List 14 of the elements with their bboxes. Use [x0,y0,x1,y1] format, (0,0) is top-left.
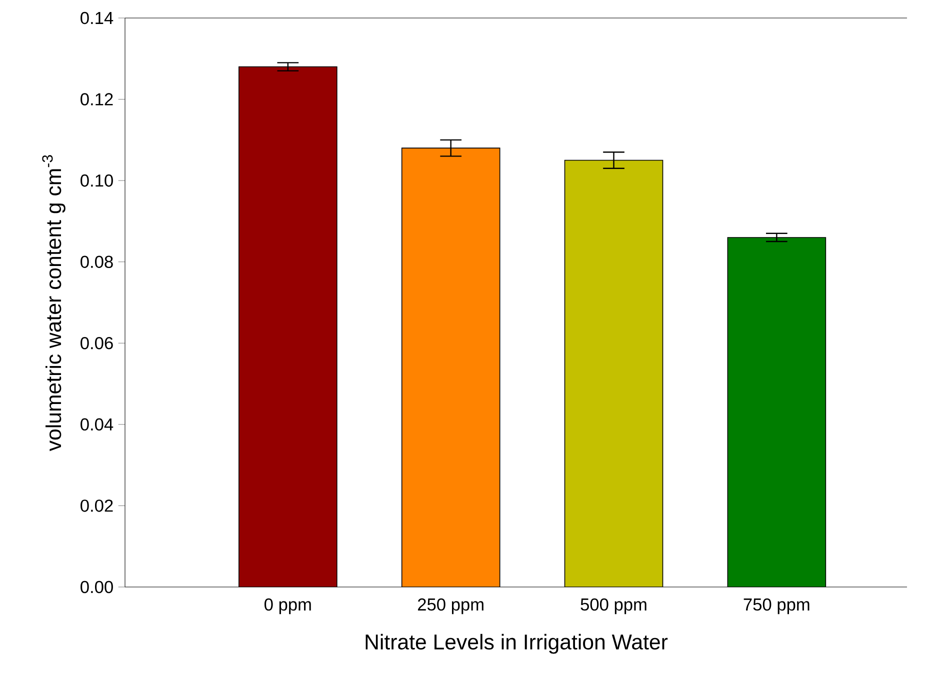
y-tick-label: 0.08 [80,256,113,268]
x-tick-label: 500 ppm [580,598,646,614]
y-tick-label: 0.14 [80,12,114,24]
x-tick-label: 750 ppm [744,598,810,614]
x-tick-label: 0 ppm [264,598,311,614]
x-tick-label: 250 ppm [418,598,484,614]
y-axis-title: volumetric water content g cm$^{-3}$ [42,155,66,452]
y-tick-label: 0.06 [80,337,113,350]
y-tick-label: 0.00 [80,580,113,594]
y-tick-label: 0.12 [80,93,113,106]
y-tick-label: 0.04 [80,418,114,431]
x-axis-title: Nitrate Levels in Irrigation Water [366,634,668,654]
y-tick-label: 0.02 [80,500,113,512]
y-tick-label: 0.10 [80,174,113,187]
